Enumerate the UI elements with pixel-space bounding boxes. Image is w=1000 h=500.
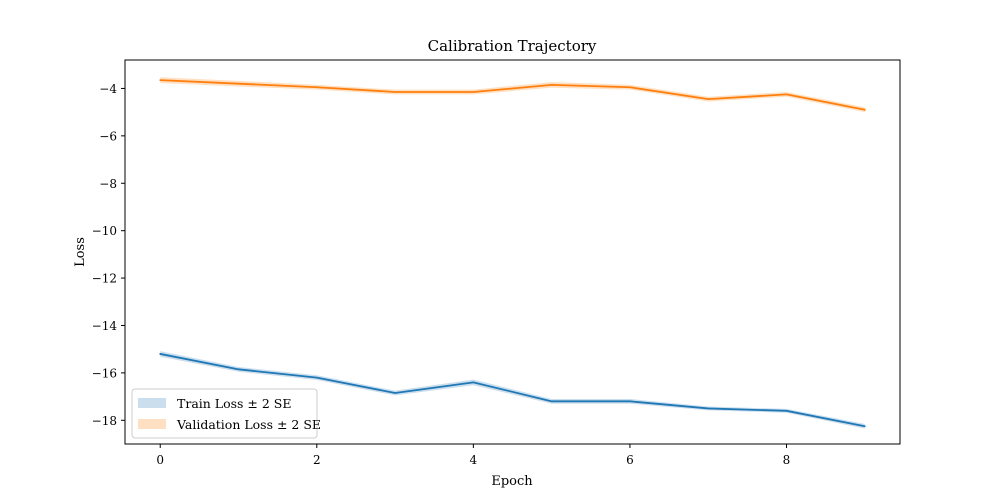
y-tick-label: −14 xyxy=(92,319,118,333)
x-axis-ticks: 0 2 4 6 8 xyxy=(156,444,790,467)
series-lines xyxy=(159,79,866,428)
y-tick-label: −12 xyxy=(92,272,117,286)
confidence-bands xyxy=(160,77,865,429)
legend-swatch-validation-loss xyxy=(138,419,166,429)
y-axis-label: Loss xyxy=(73,237,88,267)
x-tick-label: 4 xyxy=(470,453,478,467)
y-tick-label: −18 xyxy=(92,414,117,428)
band-train-loss xyxy=(160,351,865,429)
x-tick-label: 0 xyxy=(156,453,164,467)
plot-area-frame xyxy=(124,59,901,445)
legend-label-train-loss: Train Loss ± 2 SE xyxy=(177,396,291,411)
band-validation-loss xyxy=(160,77,865,113)
legend-frame xyxy=(131,388,318,439)
y-axis-ticks: −4 −6 −8 −10 −12 −14 −16 −18 xyxy=(92,82,125,428)
legend-swatch-train-loss xyxy=(138,398,166,408)
y-tick-label: −6 xyxy=(99,129,117,143)
x-tick-label: 2 xyxy=(313,453,321,467)
legend-label-validation-loss: Validation Loss ± 2 SE xyxy=(176,417,321,432)
legend: Train Loss ± 2 SE Validation Loss ± 2 SE xyxy=(131,388,321,439)
chart-title: Calibration Trajectory xyxy=(428,37,597,55)
y-tick-label: −8 xyxy=(99,177,117,191)
line-train-loss xyxy=(159,353,866,428)
x-tick-label: 6 xyxy=(626,453,634,467)
x-tick-label: 8 xyxy=(783,453,791,467)
y-tick-label: −16 xyxy=(92,366,117,380)
line-validation-loss xyxy=(159,79,866,111)
y-tick-label: −10 xyxy=(92,224,117,238)
y-tick-label: −4 xyxy=(99,82,117,96)
x-axis-label: Epoch xyxy=(491,474,533,489)
